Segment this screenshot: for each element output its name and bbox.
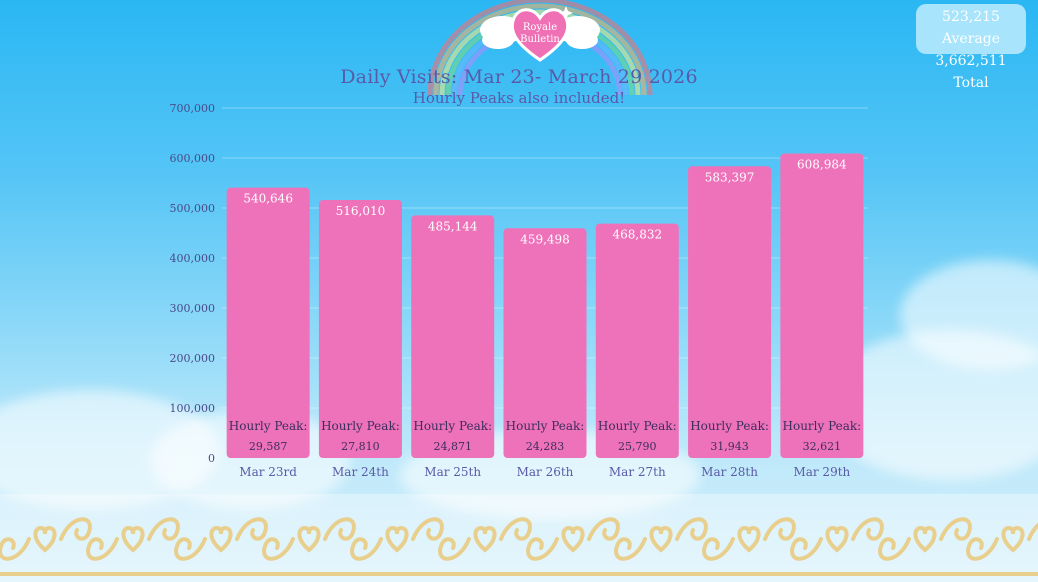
bar [411, 215, 495, 458]
scroll-ornament [86, 537, 119, 561]
scroll-ornament [323, 517, 356, 541]
bar [780, 153, 864, 458]
y-tick-label: 0 [208, 452, 215, 465]
logo-line2: Bulletin [520, 34, 560, 45]
heart-wings-icon: Royale Bulletin [480, 6, 600, 62]
hourly-peak-label: Hourly Peak: [321, 419, 400, 433]
hourly-peak-value: 25,790 [618, 440, 657, 453]
heart-ornament-icon [649, 525, 673, 553]
scroll-ornament [174, 537, 207, 561]
x-tick-label: Mar 29th [793, 465, 850, 479]
chart-header: Daily Visits: Mar 23- March 29 2026 Hour… [0, 66, 1038, 107]
scroll-ornament [262, 537, 295, 561]
scroll-ornament [350, 537, 383, 561]
y-tick-label: 600,000 [170, 152, 216, 165]
heart-ornament-icon [473, 525, 497, 553]
bar [503, 228, 587, 458]
scroll-ornament [147, 517, 180, 541]
chart-title: Daily Visits: Mar 23- March 29 2026 [340, 66, 698, 88]
scroll-ornament [411, 517, 444, 541]
heart-ornament-icon [825, 525, 849, 553]
scroll-ornament [878, 537, 911, 561]
hourly-peak-label: Hourly Peak: [783, 419, 862, 433]
scroll-ornament [59, 517, 92, 541]
heart-ornament-icon [385, 525, 409, 553]
ornate-heart-border [0, 494, 1038, 582]
hourly-peak-value: 31,943 [710, 440, 749, 453]
scroll-ornament [851, 517, 884, 541]
bar-value-label: 516,010 [336, 204, 386, 218]
bar-value-label: 608,984 [797, 158, 847, 172]
heart-ornament-icon [913, 525, 937, 553]
x-tick-label: Mar 24th [332, 465, 389, 479]
hourly-peak-label: Hourly Peak: [229, 419, 308, 433]
heart-ornament-icon [121, 525, 145, 553]
bar-value-label: 468,832 [612, 228, 662, 242]
scroll-ornament [438, 537, 471, 561]
scroll-ornament [675, 517, 708, 541]
y-tick-label: 300,000 [170, 302, 216, 315]
x-tick-label: Mar 26th [517, 465, 574, 479]
total-stat: 3,662,511 Total [935, 53, 1007, 91]
bar [595, 223, 679, 458]
bar-value-label: 459,498 [520, 232, 570, 246]
stats-box: 523,215 Average 3,662,511 Total [916, 4, 1026, 91]
scroll-ornament [966, 537, 999, 561]
bar-chart: 0 100,000 200,000 300,000 400,000 500,000 600,… [169, 102, 864, 479]
x-tick-label: Mar 28th [701, 465, 758, 479]
scroll-ornament [0, 537, 31, 561]
scroll-ornament [235, 517, 268, 541]
logo-line1: Royale [523, 22, 557, 33]
hourly-peak-value: 29,587 [249, 440, 288, 453]
y-tick-label: 500,000 [170, 202, 216, 215]
scroll-ornament [587, 517, 620, 541]
scroll-ornament [790, 537, 823, 561]
royale-bulletin-logo: Royale Bulletin [478, 0, 602, 64]
bar [318, 199, 402, 458]
scroll-ornament [526, 537, 559, 561]
heart-ornament-icon [209, 525, 233, 553]
heart-ornament-icon [1001, 525, 1025, 553]
scroll-ornament [499, 517, 532, 541]
x-tick-label: Mar 25th [424, 465, 481, 479]
scroll-ornament [614, 537, 647, 561]
heart-ornament-icon [33, 525, 57, 553]
average-stat: 523,215 Average [941, 9, 1001, 47]
heart-ornament-icon [297, 525, 321, 553]
heart-ornament-icon [737, 525, 761, 553]
hourly-peak-value: 24,283 [526, 440, 565, 453]
hourly-peak-value: 32,621 [803, 440, 842, 453]
hourly-peak-label: Hourly Peak: [598, 419, 677, 433]
hourly-peak-label: Hourly Peak: [413, 419, 492, 433]
x-tick-label: Mar 27th [609, 465, 666, 479]
x-tick-label: Mar 23rd [239, 465, 297, 479]
y-tick-label: 100,000 [170, 402, 216, 415]
scroll-ornament [763, 517, 796, 541]
heart-ornament-icon [561, 525, 585, 553]
hourly-peak-value: 27,810 [341, 440, 380, 453]
y-tick-label: 700,000 [170, 102, 216, 115]
hourly-peak-value: 24,871 [433, 440, 472, 453]
hourly-peak-label: Hourly Peak: [506, 419, 585, 433]
bar [688, 166, 772, 458]
bar-value-label: 485,144 [428, 219, 478, 233]
hourly-peak-label: Hourly Peak: [690, 419, 769, 433]
bar-value-label: 540,646 [243, 192, 293, 206]
chart-subtitle: Hourly Peaks also included! [412, 89, 626, 107]
cloud [900, 260, 1038, 370]
bar-value-label: 583,397 [705, 170, 755, 184]
scroll-ornament [939, 517, 972, 541]
y-tick-label: 400,000 [170, 252, 216, 265]
y-tick-label: 200,000 [170, 352, 216, 365]
scroll-ornament [702, 537, 735, 561]
bar [226, 187, 310, 458]
